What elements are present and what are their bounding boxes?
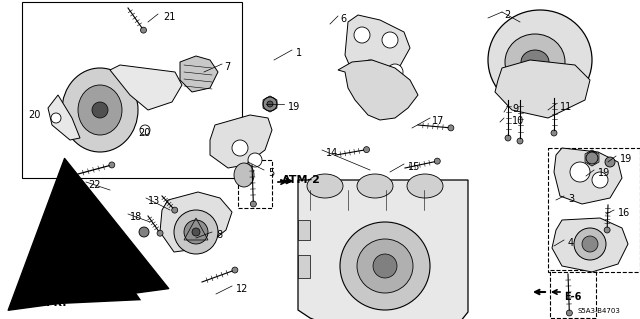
Ellipse shape (192, 228, 200, 236)
Ellipse shape (78, 85, 122, 135)
Ellipse shape (250, 201, 257, 207)
Ellipse shape (605, 157, 615, 167)
Ellipse shape (141, 27, 147, 33)
Ellipse shape (521, 50, 549, 74)
Bar (22, 2, 242, 178)
Ellipse shape (357, 174, 393, 198)
Polygon shape (298, 255, 310, 278)
Text: 7: 7 (224, 62, 230, 72)
Ellipse shape (435, 158, 440, 164)
Polygon shape (180, 56, 218, 92)
Ellipse shape (574, 228, 606, 260)
Ellipse shape (362, 60, 378, 76)
Text: 20: 20 (28, 110, 40, 120)
Ellipse shape (172, 207, 178, 213)
Text: 17: 17 (432, 116, 444, 126)
Bar (550, 270, 596, 318)
Text: 3: 3 (568, 194, 574, 204)
Polygon shape (160, 192, 232, 252)
Ellipse shape (234, 163, 254, 187)
Polygon shape (48, 95, 80, 140)
Polygon shape (298, 180, 468, 319)
Text: 16: 16 (618, 208, 630, 218)
Text: 14: 14 (326, 148, 339, 158)
Polygon shape (298, 220, 310, 240)
Ellipse shape (387, 64, 403, 80)
Text: 5: 5 (268, 168, 275, 178)
Ellipse shape (373, 254, 397, 278)
Ellipse shape (551, 130, 557, 136)
Ellipse shape (505, 135, 511, 141)
Text: 18: 18 (130, 212, 142, 222)
Ellipse shape (592, 172, 608, 188)
Ellipse shape (566, 310, 572, 316)
Ellipse shape (505, 34, 565, 90)
Ellipse shape (582, 236, 598, 252)
Ellipse shape (382, 32, 398, 48)
Text: 22: 22 (88, 180, 100, 190)
Text: 13: 13 (148, 196, 160, 206)
Ellipse shape (267, 101, 273, 107)
Text: 8: 8 (216, 230, 222, 240)
Ellipse shape (357, 239, 413, 293)
Text: 10: 10 (512, 116, 524, 126)
Ellipse shape (570, 162, 590, 182)
Polygon shape (554, 148, 622, 204)
Ellipse shape (517, 138, 523, 144)
Text: E-6: E-6 (564, 292, 581, 302)
Text: 19: 19 (598, 168, 611, 178)
Text: 6: 6 (340, 14, 346, 24)
Ellipse shape (140, 125, 150, 135)
Ellipse shape (174, 210, 218, 254)
Ellipse shape (586, 152, 598, 164)
Bar (548, 148, 640, 272)
Text: ATM-2: ATM-2 (282, 175, 321, 185)
Polygon shape (345, 15, 410, 85)
Ellipse shape (307, 174, 343, 198)
Text: 20: 20 (138, 128, 150, 138)
Ellipse shape (364, 147, 369, 152)
Polygon shape (495, 60, 590, 118)
Polygon shape (110, 65, 182, 110)
Text: 4: 4 (568, 238, 574, 248)
Ellipse shape (407, 174, 443, 198)
Ellipse shape (488, 10, 592, 110)
Ellipse shape (62, 68, 138, 152)
Ellipse shape (92, 102, 108, 118)
Ellipse shape (263, 97, 277, 111)
Polygon shape (338, 60, 418, 120)
Text: 11: 11 (560, 102, 572, 112)
Polygon shape (552, 218, 628, 272)
Ellipse shape (157, 230, 163, 236)
Ellipse shape (109, 162, 115, 168)
Text: 21: 21 (163, 12, 175, 22)
Text: 1: 1 (296, 48, 302, 58)
Text: 12: 12 (236, 284, 248, 294)
Text: 19: 19 (620, 154, 632, 164)
Text: FR.: FR. (46, 298, 67, 308)
Text: S5A3-B4703: S5A3-B4703 (578, 308, 621, 314)
Ellipse shape (232, 140, 248, 156)
Ellipse shape (604, 227, 610, 233)
Polygon shape (210, 115, 272, 168)
Ellipse shape (139, 227, 149, 237)
Ellipse shape (354, 27, 370, 43)
Ellipse shape (51, 113, 61, 123)
Text: 9: 9 (512, 104, 518, 114)
Bar (238, 160, 272, 208)
Text: 19: 19 (288, 102, 300, 112)
Ellipse shape (184, 220, 208, 244)
Ellipse shape (448, 125, 454, 131)
Ellipse shape (232, 267, 238, 273)
Text: 15: 15 (408, 162, 420, 172)
Ellipse shape (248, 153, 262, 167)
Text: 2: 2 (504, 10, 510, 20)
Ellipse shape (340, 222, 430, 310)
